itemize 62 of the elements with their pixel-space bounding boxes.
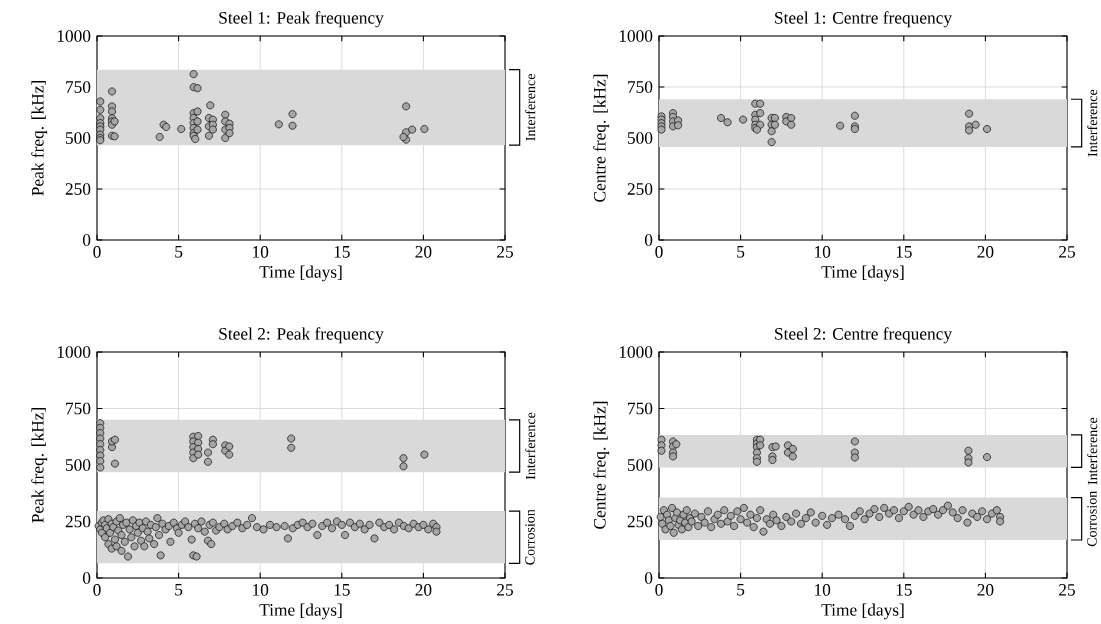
- band-label: Corrosion: [525, 509, 535, 565]
- y-tick-label: 750: [628, 81, 653, 93]
- y-tick-label: 500: [65, 132, 91, 144]
- y-tick-label: 750: [628, 402, 653, 415]
- band-label: Corrosion: [1087, 491, 1097, 547]
- x-tick-label: 25: [497, 584, 513, 596]
- x-tick-label: 0: [93, 246, 101, 258]
- x-tick-label: 20: [977, 246, 994, 258]
- band-label: Interference: [1087, 417, 1098, 485]
- y-tick-label: 1000: [619, 346, 653, 358]
- y-tick-label: 250: [65, 515, 91, 528]
- x-tick-label: 5: [737, 584, 745, 596]
- y-tick-label: 0: [644, 572, 653, 584]
- x-tick-label: 25: [1059, 246, 1075, 258]
- y-axis-title: Peak freq. [kHz]: [31, 81, 48, 196]
- x-axis-title: Time [days]: [259, 603, 342, 620]
- chart-title: Steel 1: Peak frequency: [219, 11, 384, 28]
- y-axis-title: Centre freq. [kHz]: [593, 401, 610, 529]
- x-axis-title: Time [days]: [259, 265, 342, 282]
- y-tick-label: 250: [65, 183, 91, 195]
- y-axis-title: Peak freq. [kHz]: [31, 408, 48, 523]
- y-tick-label: 0: [82, 234, 91, 246]
- chart-title: Steel 1: Centre frequency: [775, 11, 952, 28]
- y-tick-label: 1000: [619, 30, 653, 42]
- chart-title: Steel 2: Centre frequency: [775, 327, 952, 344]
- x-tick-label: 0: [655, 584, 663, 596]
- x-tick-label: 15: [334, 584, 350, 596]
- y-tick-label: 0: [82, 572, 91, 584]
- x-tick-label: 5: [737, 246, 745, 258]
- x-tick-label: 5: [175, 584, 183, 596]
- x-tick-label: 20: [415, 246, 432, 258]
- band-label: Interference: [525, 412, 536, 480]
- x-tick-label: 25: [497, 246, 513, 258]
- y-tick-label: 1000: [57, 30, 91, 42]
- x-tick-label: 20: [415, 584, 432, 596]
- band-label: Interference: [525, 74, 536, 141]
- x-tick-label: 10: [815, 246, 831, 258]
- x-tick-label: 15: [896, 584, 912, 596]
- x-tick-label: 20: [977, 584, 994, 596]
- y-tick-label: 0: [644, 234, 653, 246]
- x-axis-title: Time [days]: [821, 603, 904, 620]
- y-tick-label: 1000: [57, 346, 91, 358]
- band-label: Interference: [1087, 89, 1098, 157]
- x-tick-label: 25: [1059, 584, 1075, 596]
- y-axis-title: Centre freq. [kHz]: [593, 74, 610, 202]
- y-tick-label: 500: [65, 459, 91, 471]
- x-axis-title: Time [days]: [821, 265, 904, 282]
- x-tick-label: 10: [815, 584, 831, 596]
- y-tick-label: 500: [627, 132, 653, 144]
- y-tick-label: 750: [66, 81, 91, 93]
- x-tick-label: 0: [655, 246, 663, 258]
- chart-title: Steel 2: Peak frequency: [219, 327, 384, 344]
- x-tick-label: 15: [896, 246, 912, 258]
- y-tick-label: 250: [627, 183, 653, 195]
- y-tick-label: 250: [627, 515, 653, 528]
- y-tick-label: 750: [66, 402, 91, 415]
- x-tick-label: 10: [253, 246, 269, 258]
- x-tick-label: 0: [93, 584, 101, 596]
- x-tick-label: 5: [175, 246, 183, 258]
- x-tick-label: 15: [334, 246, 350, 258]
- x-tick-label: 10: [253, 584, 269, 596]
- y-tick-label: 500: [627, 459, 653, 471]
